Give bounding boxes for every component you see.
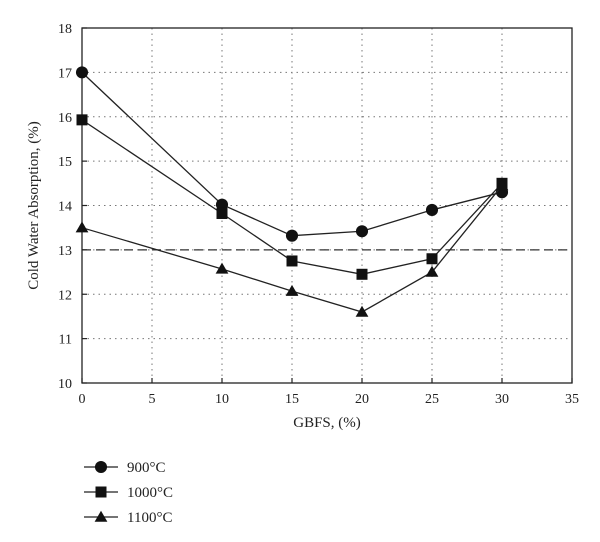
data-point-square (426, 253, 438, 265)
y-tick-label: 15 (58, 155, 72, 170)
grid-lines (82, 28, 572, 383)
y-tick-label: 10 (58, 377, 72, 392)
data-point-circle (75, 66, 89, 79)
data-point-triangle (495, 179, 509, 191)
y-axis-label: Cold Water Absorption, (%) (26, 121, 42, 290)
data-point-circle (425, 203, 439, 216)
x-axis-label: GBFS, (%) (293, 415, 361, 431)
data-point-square (76, 114, 88, 126)
data-point-triangle (355, 305, 369, 317)
x-tick-label: 10 (215, 392, 229, 407)
series-line-900C (81, 71, 503, 237)
legend-label: 900°C (127, 460, 166, 476)
x-tick-label: 0 (79, 392, 86, 407)
x-tick-label: 15 (285, 392, 299, 407)
plot-frame (81, 27, 573, 384)
x-tick-label: 5 (149, 392, 156, 407)
data-point-circle (285, 229, 299, 242)
axis-ticks: 0 5 10 15 20 25 30 35 10 11 12 13 14 15 16 17 18 (58, 22, 579, 407)
data-point-triangle (215, 262, 229, 274)
y-tick-label: 12 (58, 288, 72, 303)
y-tick-label: 13 (58, 244, 72, 259)
x-tick-label: 20 (355, 392, 369, 407)
y-tick-label: 16 (58, 111, 72, 126)
legend-label: 1000°C (127, 485, 173, 501)
data-point-triangle (285, 284, 299, 296)
data-point-triangle (75, 221, 89, 233)
data-point-triangle (425, 265, 439, 277)
y-tick-label: 18 (58, 22, 72, 37)
legend-square-icon (95, 486, 107, 498)
legend-triangle-icon (94, 510, 108, 522)
x-tick-label: 25 (425, 392, 439, 407)
data-point-square (356, 268, 368, 280)
data-point-square (216, 207, 228, 219)
series-line-1100C (81, 185, 503, 313)
y-tick-label: 14 (58, 200, 72, 215)
legend-circle-icon (94, 460, 108, 474)
series-line-1000C (81, 119, 503, 275)
data-point-square (286, 255, 298, 267)
y-tick-label: 11 (59, 333, 72, 348)
series-group (75, 66, 509, 317)
y-tick-label: 17 (58, 66, 72, 81)
legend: 900°C 1000°C 1100°C (84, 460, 173, 526)
data-point-circle (215, 198, 229, 211)
x-tick-label: 35 (565, 392, 579, 407)
data-point-circle (355, 225, 369, 238)
legend-label: 1100°C (127, 510, 172, 526)
x-tick-label: 30 (495, 392, 509, 407)
